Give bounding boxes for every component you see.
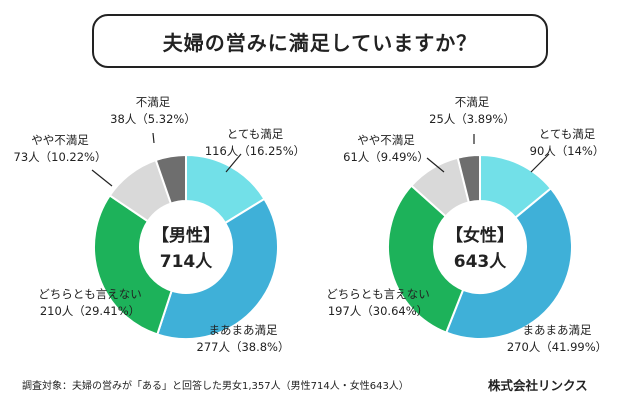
female-value-dochira: 197人（30.64%） [328,304,428,318]
female-donut-chart: とても満足 90人（14%） まあまあ満足 270人（41.99%） どちらとも言えない… [326,95,607,354]
male-leader-yaya [91,169,113,187]
male-label-totemo: とても満足 [227,127,284,141]
male-slice-dochira [93,194,173,336]
male-value-totemo: 116人（16.25%） [205,144,305,158]
male-donut-chart: とても満足 116人（16.25%） まあまあ満足 277人（38.8%） どちらとも言… [14,95,306,354]
chart-title: 夫婦の営みに満足していますか？ [162,30,478,55]
female-slice-dochira [387,184,465,334]
female-label-dochira: どちらとも言えない [326,287,430,301]
female-label-totemo: とても満足 [539,127,596,141]
female-value-maamaa: 270人（41.99%） [507,340,607,354]
male-value-maamaa: 277人（38.8%） [197,340,290,354]
male-value-fuman: 38人（5.32%） [110,112,196,126]
male-slice-fuman [154,153,187,205]
title-box: 夫婦の営みに満足していますか？ [92,14,548,68]
male-leader-fuman [152,132,155,144]
female-slice-fuman [456,153,481,204]
female-center-label: 【女性】 [446,225,514,246]
female-slice-maamaa [444,186,573,340]
male-slice-maamaa [156,197,279,340]
male-center-value: 714人 [160,252,213,272]
male-label-fuman: 不満足 [136,95,171,109]
female-label-fuman: 不満足 [455,95,490,109]
female-value-yaya: 61人（9.49%） [343,150,429,164]
female-center-value: 643人 [454,252,507,272]
company-name: 株式会社リンクス [488,378,588,393]
male-label-dochira: どちらとも言えない [38,287,142,301]
male-leader-totemo [225,153,242,173]
survey-note: 調査対象：夫婦の営みが「ある」と回答した男女1,357人（男性714人・女性64… [22,381,409,392]
female-value-totemo: 90人（14%） [530,144,605,158]
female-leader-yaya [426,157,445,173]
male-value-dochira: 210人（29.41%） [40,304,140,318]
male-label-yaya: やや不満足 [31,133,89,147]
male-label-maamaa: まあまあ満足 [209,323,278,337]
male-value-yaya: 73人（10.22%） [14,150,107,164]
female-label-yaya: やや不満足 [357,133,415,147]
female-value-fuman: 25人（3.89%） [429,112,515,126]
male-center-label: 【男性】 [152,225,220,246]
female-label-maamaa: まあまあ満足 [523,323,592,337]
female-leader-totemo [530,153,550,173]
